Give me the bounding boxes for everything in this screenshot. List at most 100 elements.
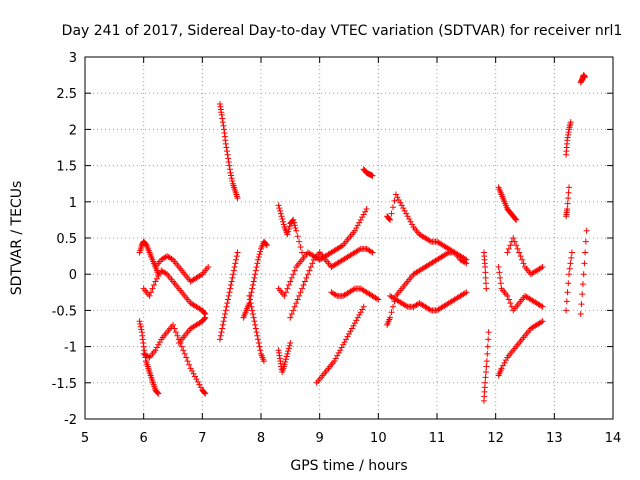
data-point [485,336,492,343]
data-point [461,290,468,297]
data-point [190,370,197,377]
data-point [229,177,236,184]
data-point [218,329,225,336]
data-point [193,376,200,383]
data-point [187,365,194,372]
data-point [140,343,147,350]
data-point [579,291,586,298]
data-point [223,144,230,151]
data-point [282,356,289,363]
data-point [229,274,236,281]
data-point [498,365,505,372]
data-point [202,314,209,321]
data-point [375,296,382,303]
series-arc-ac [563,119,574,158]
data-point [247,300,254,307]
series-arc-j [246,292,267,365]
data-point [354,222,361,229]
data-point [250,278,257,285]
data-point [219,321,226,328]
data-point [255,254,262,261]
data-point [513,216,520,223]
data-point [564,200,571,207]
data-point [197,272,204,279]
data-point [369,172,376,179]
data-point [294,233,301,240]
data-point [222,311,229,318]
data-point [495,263,502,270]
data-point [220,122,227,129]
data-point [300,282,307,289]
data-point [577,311,584,318]
data-point [538,302,545,309]
data-point [282,289,289,296]
data-point [395,196,402,203]
data-point [153,344,160,351]
data-point [277,210,284,217]
series-arc-k [275,202,306,256]
data-point [285,282,292,289]
data-point [296,292,303,299]
series-arc-ad [563,184,572,220]
data-point [356,219,363,226]
data-point [263,242,270,249]
data-point [285,348,292,355]
data-point [578,301,585,308]
data-point [394,194,401,201]
y-tick-label: 0 [69,268,77,283]
data-point [253,263,260,270]
data-point [194,378,201,385]
data-point [171,325,178,332]
data-point [353,225,360,232]
data-point [137,320,144,327]
data-point [250,314,257,321]
data-point [505,296,512,303]
data-point [225,296,231,303]
data-point [231,263,238,270]
data-point [280,218,286,225]
series-arc-d [140,267,209,318]
data-point [299,249,306,256]
series-arc-h [216,249,241,343]
data-point [332,355,339,362]
data-point [288,274,295,281]
data-point [287,278,294,285]
data-point [568,249,575,256]
data-point [398,202,405,209]
data-point [369,249,376,256]
data-point [360,211,367,218]
x-tick-label: 12 [487,431,504,446]
data-point [332,292,339,299]
data-point [299,285,306,292]
data-point [223,303,230,310]
data-point [387,216,394,223]
data-point [252,321,259,328]
data-point [234,195,241,202]
data-point [353,317,360,324]
data-point [255,256,262,263]
data-point [504,249,511,256]
data-point [192,373,198,380]
data-point [513,242,520,249]
data-point [510,235,517,241]
data-point [226,162,233,169]
data-point [183,354,190,361]
data-point [426,237,433,244]
series-arc-p [313,303,367,386]
data-point [227,282,234,289]
data-point [505,245,512,252]
data-point [304,271,311,278]
x-tick-label: 6 [140,431,148,446]
series-arc-e [152,253,212,285]
data-point [145,353,152,360]
data-point [247,296,253,303]
data-point [483,358,490,365]
y-tick-label: 1.5 [56,160,77,175]
data-point [249,311,256,318]
data-point [288,311,295,318]
x-tick-label: 9 [316,431,324,446]
series-arc-y [495,184,520,223]
series-arc-u [384,249,470,328]
data-point [539,318,546,325]
data-point [373,295,380,302]
